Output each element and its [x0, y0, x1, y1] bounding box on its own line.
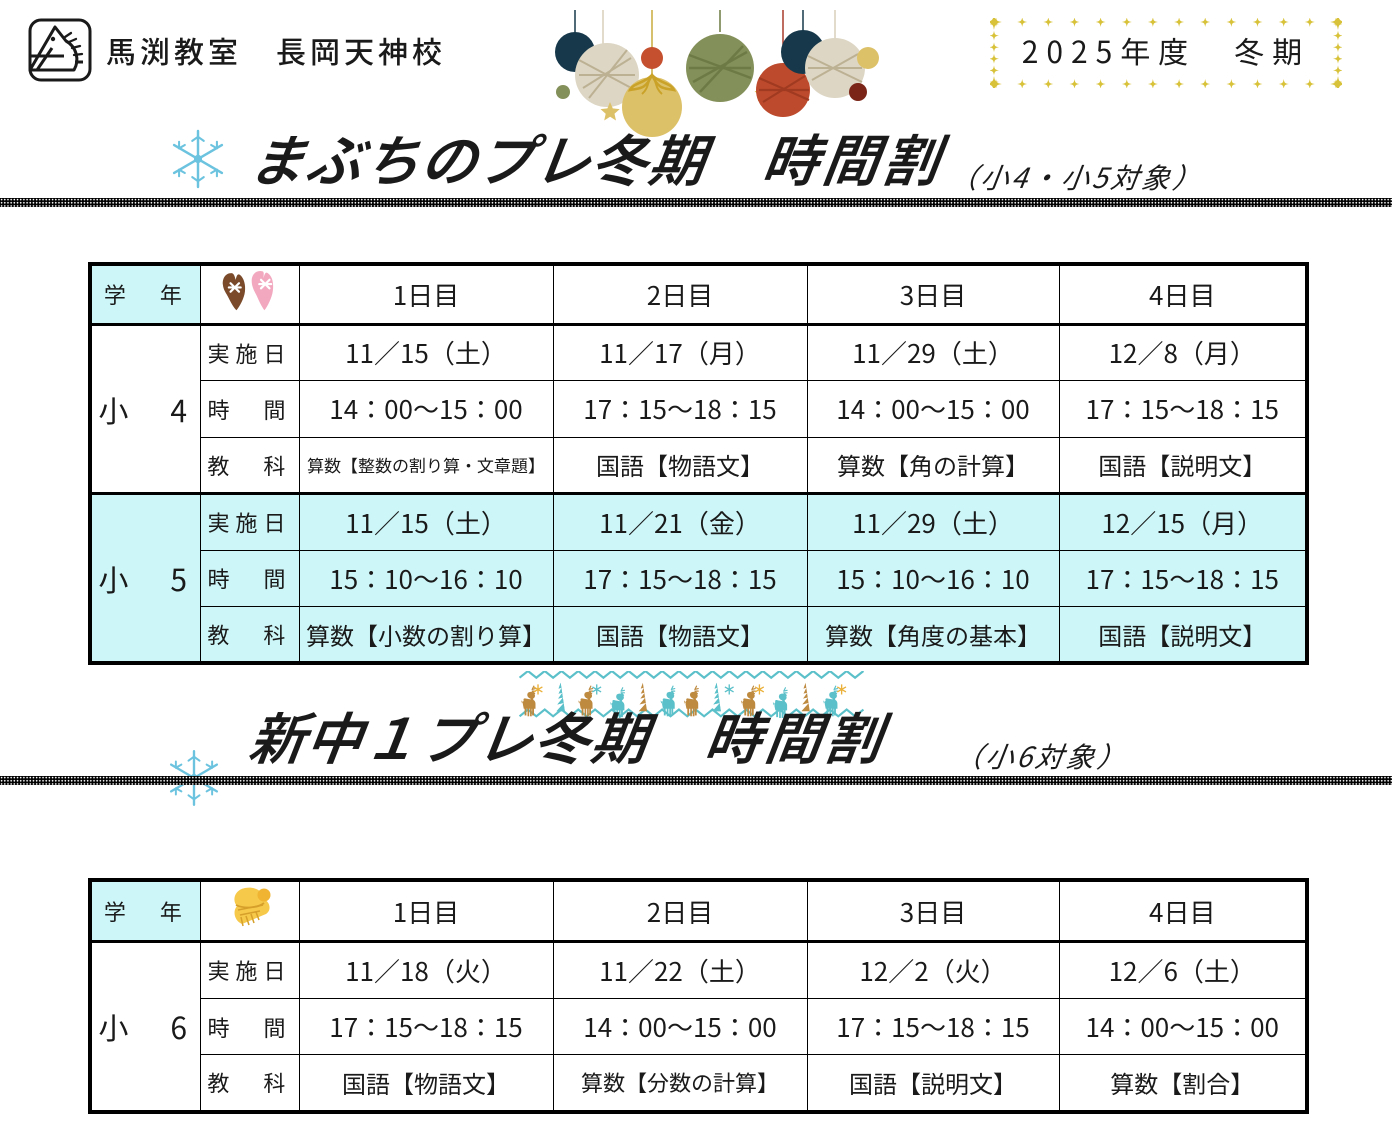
svg-text:2025年度 冬期: 2025年度 冬期 — [1022, 28, 1311, 72]
